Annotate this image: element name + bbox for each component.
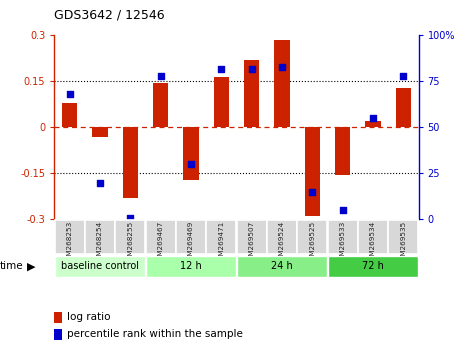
Bar	[54, 220, 85, 254]
Text: GSM268254: GSM268254	[97, 221, 103, 265]
Text: GSM269534: GSM269534	[370, 221, 376, 265]
Bar	[267, 220, 297, 254]
Text: log ratio: log ratio	[67, 312, 111, 322]
Text: ▶: ▶	[27, 261, 36, 272]
Bar	[214, 77, 229, 127]
Text: 24 h: 24 h	[271, 261, 293, 271]
Text: baseline control: baseline control	[61, 261, 139, 271]
Point	[248, 66, 255, 72]
Bar	[335, 127, 350, 175]
Bar	[366, 121, 381, 127]
Point	[126, 215, 134, 221]
Point	[400, 73, 407, 79]
Text: GSM269471: GSM269471	[219, 221, 224, 265]
Bar	[146, 220, 175, 254]
Bar	[206, 220, 236, 254]
Point	[66, 91, 73, 97]
Text: GSM269507: GSM269507	[249, 221, 254, 265]
Text: GSM268253: GSM268253	[67, 221, 72, 265]
Point	[278, 64, 286, 69]
Bar	[274, 40, 289, 127]
Text: time: time	[0, 261, 24, 272]
Bar	[388, 220, 419, 254]
Bar	[54, 312, 62, 323]
Bar	[237, 256, 327, 277]
Bar	[146, 256, 236, 277]
Text: GSM269535: GSM269535	[401, 221, 406, 265]
Text: percentile rank within the sample: percentile rank within the sample	[67, 329, 243, 339]
Text: GSM269469: GSM269469	[188, 221, 194, 265]
Bar	[54, 329, 62, 340]
Bar	[358, 220, 388, 254]
Bar	[298, 220, 327, 254]
Bar	[92, 127, 107, 137]
Bar	[62, 103, 77, 127]
Bar	[184, 127, 199, 179]
Bar	[115, 220, 145, 254]
Bar	[328, 220, 358, 254]
Bar	[153, 83, 168, 127]
Point	[218, 66, 225, 72]
Bar	[244, 60, 259, 127]
Text: GSM269525: GSM269525	[309, 221, 315, 265]
Point	[369, 115, 377, 121]
Text: GSM268255: GSM268255	[127, 221, 133, 265]
Text: 72 h: 72 h	[362, 261, 384, 271]
Bar	[236, 220, 267, 254]
Text: GSM269533: GSM269533	[340, 221, 346, 265]
Text: GDS3642 / 12546: GDS3642 / 12546	[54, 8, 165, 21]
Text: 12 h: 12 h	[180, 261, 202, 271]
Bar	[123, 127, 138, 198]
Point	[308, 189, 316, 195]
Point	[339, 207, 347, 213]
Bar	[328, 256, 418, 277]
Point	[157, 73, 165, 79]
Point	[96, 180, 104, 185]
Bar	[305, 127, 320, 216]
Bar	[55, 256, 145, 277]
Bar	[85, 220, 115, 254]
Point	[187, 161, 195, 167]
Bar	[176, 220, 206, 254]
Bar	[396, 87, 411, 127]
Text: GSM269467: GSM269467	[158, 221, 164, 265]
Text: GSM269524: GSM269524	[279, 221, 285, 265]
